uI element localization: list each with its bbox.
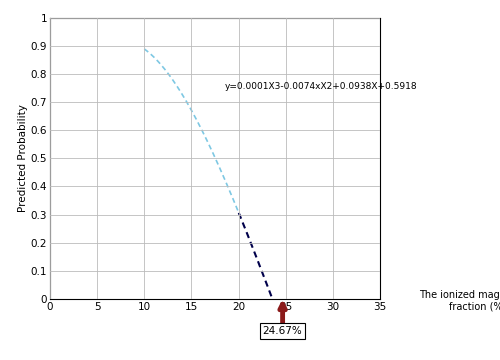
Y-axis label: Predicted Probability: Predicted Probability xyxy=(18,104,28,212)
Text: The ionized magnesium
fraction (%): The ionized magnesium fraction (%) xyxy=(419,290,500,311)
Text: 24.67%: 24.67% xyxy=(262,326,302,336)
Text: y=0.0001X3-0.0074xX2+0.0938X+0.5918: y=0.0001X3-0.0074xX2+0.0938X+0.5918 xyxy=(224,82,417,91)
